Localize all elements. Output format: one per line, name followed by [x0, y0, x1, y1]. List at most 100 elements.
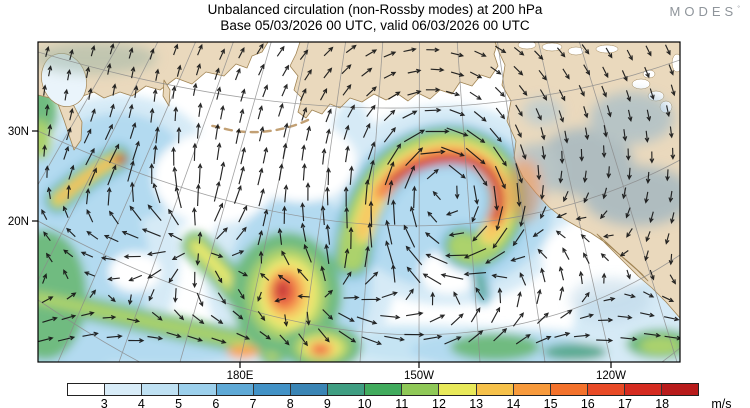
wind-vector-arrow — [80, 251, 94, 258]
wind-vector-arrow — [445, 210, 459, 216]
wind-vector-arrow — [409, 205, 418, 228]
wind-vector-arrow — [621, 187, 627, 200]
meridian-line — [118, 42, 234, 362]
wind-vector-arrow — [429, 314, 446, 323]
wind-speed-spot — [153, 132, 277, 224]
wind-vector-arrow — [149, 163, 155, 185]
wind-speed-spot — [227, 345, 259, 359]
wind-vector-arrow — [82, 331, 99, 337]
wind-vector-arrow — [532, 229, 544, 238]
wind-vector-arrow — [473, 185, 479, 205]
wind-vector-arrow — [85, 187, 91, 205]
wind-vector-arrow — [66, 184, 72, 199]
wind-vector-arrow — [214, 270, 223, 284]
wind-speed-spot — [117, 155, 125, 161]
wind-vector-arrow — [173, 309, 185, 321]
wind-vector-arrow — [493, 185, 499, 211]
wind-vector-arrow — [422, 273, 442, 285]
wind-vector-arrow — [257, 105, 264, 120]
wind-vector-arrow — [195, 183, 201, 207]
wind-vector-arrow — [148, 289, 155, 302]
wind-vector-arrow — [282, 142, 288, 159]
wind-vector-arrow — [219, 161, 226, 181]
wind-vector-arrow — [257, 167, 264, 186]
wind-vector-arrow — [670, 84, 676, 97]
wind-vector-arrow — [453, 291, 461, 305]
lon-tick-label: 180E — [227, 370, 254, 382]
wind-vector-arrow — [128, 274, 143, 282]
wind-vector-arrow — [63, 145, 70, 160]
wind-vector-arrow — [580, 234, 590, 243]
wind-vector-arrow — [57, 335, 76, 342]
meridian-line — [239, 42, 309, 362]
wind-vector-arrow — [100, 256, 116, 261]
wind-vector-arrow — [342, 271, 352, 285]
wind-vector-arrow — [89, 289, 97, 298]
wind-vector-arrow — [405, 147, 424, 166]
wind-vector-arrow — [154, 68, 160, 81]
wind-vector-arrow — [534, 50, 544, 61]
wind-vector-arrow — [450, 71, 465, 77]
wind-vector-arrow — [468, 330, 484, 343]
wind-vector-arrow — [257, 310, 266, 322]
wind-vector-arrow — [664, 44, 671, 56]
wind-vector-arrow — [298, 333, 308, 347]
wind-vector-arrow — [668, 126, 674, 139]
wind-vector-arrow — [627, 109, 633, 122]
landmass — [57, 97, 83, 151]
wind-vector-arrow — [85, 147, 95, 166]
parallel-line — [38, 51, 680, 109]
wind-vector-arrow — [512, 312, 524, 327]
wind-speed-spot — [38, 42, 157, 74]
wind-speed-spot — [109, 252, 161, 292]
wind-vector-arrow — [581, 291, 590, 303]
wind-vector-arrow — [554, 331, 571, 338]
wind-vector-arrow — [407, 90, 422, 96]
wind-vector-arrow — [347, 104, 355, 118]
wind-vector-arrow — [123, 254, 141, 260]
wind-vector-arrow — [106, 334, 123, 339]
wind-vector-arrow — [562, 247, 570, 260]
wind-vector-arrow — [578, 270, 584, 285]
wind-vector-arrow — [63, 269, 69, 280]
wind-vector-arrow — [106, 186, 112, 206]
wind-vector-arrow — [106, 62, 112, 75]
wind-vector-arrow — [644, 250, 649, 262]
wind-vector-arrow — [364, 179, 370, 205]
wind-vector-arrow — [403, 129, 426, 143]
wind-vector-arrow — [535, 335, 552, 344]
wind-vector-arrow — [42, 84, 47, 96]
wind-vector-arrow — [470, 307, 481, 323]
meridian-line — [456, 42, 481, 362]
map-frame — [37, 41, 681, 363]
wind-vector-arrow — [219, 48, 225, 60]
wind-vector-arrow — [473, 111, 487, 122]
wind-vector-arrow — [380, 314, 401, 320]
wind-vector-arrow — [260, 272, 270, 281]
wind-vector-arrow — [45, 252, 53, 263]
wind-vector-arrow — [362, 122, 371, 138]
wind-vector-arrow — [281, 250, 290, 266]
wind-vector-arrow — [197, 102, 203, 117]
wind-vector-arrow — [196, 122, 201, 139]
wind-vector-arrow — [297, 268, 309, 282]
wind-vector-arrow — [556, 47, 566, 58]
wind-vector-arrow — [233, 184, 242, 204]
wind-vector-arrow — [536, 288, 542, 305]
wind-vector-arrow — [493, 327, 508, 342]
wind-vector-arrow — [237, 289, 245, 300]
wind-vector-arrow — [343, 186, 349, 207]
wind-vector-arrow — [596, 338, 614, 343]
wind-vector-arrow — [583, 192, 590, 204]
wind-vector-arrow — [515, 104, 523, 117]
axis-ticks: 30N 20N 180E 150W 120W — [8, 126, 626, 382]
wind-vector-arrow — [238, 47, 245, 59]
wind-vector-arrow — [564, 130, 569, 144]
wind-vector-arrow — [475, 287, 485, 301]
wind-vector-arrow — [625, 148, 631, 161]
wind-vector-arrow — [411, 185, 417, 209]
wind-vector-arrow — [559, 286, 565, 301]
title-line-2: Base 05/03/2026 00 UTC, valid 06/03/2026… — [220, 18, 530, 33]
wind-vector-arrow — [426, 47, 440, 53]
